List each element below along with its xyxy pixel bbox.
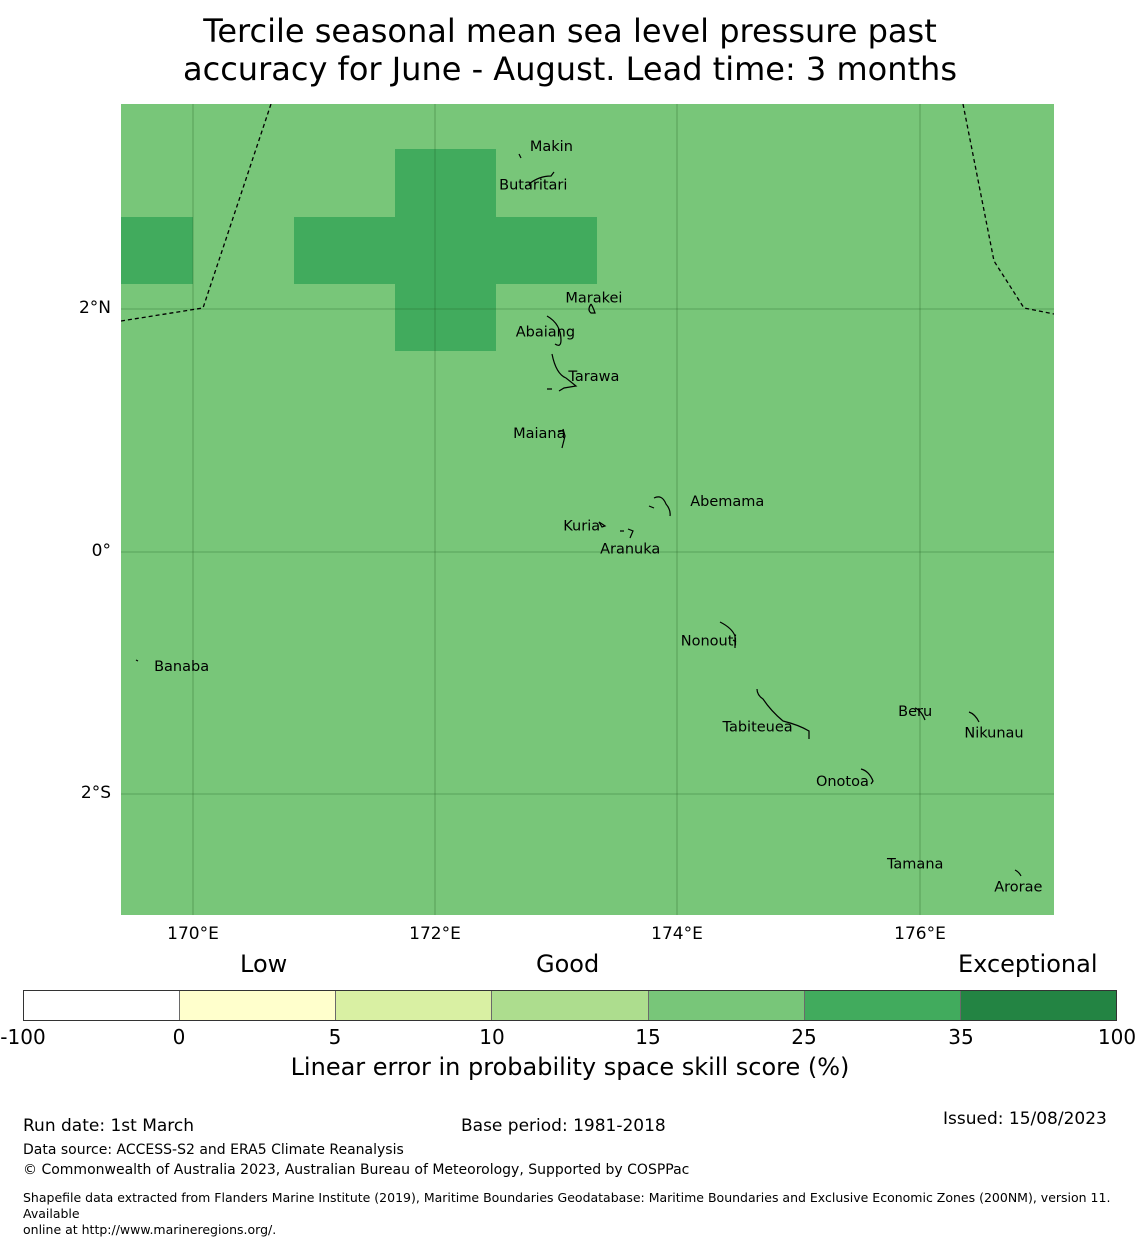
island-kuria-outline: [598, 521, 607, 528]
legend-category-exceptional: Exceptional: [958, 950, 1098, 978]
island-butaritari-outline: [528, 171, 555, 188]
copyright: © Commonwealth of Australia 2023, Austra…: [23, 1162, 690, 1178]
graticule: [121, 104, 1054, 915]
legend-category-good: Good: [536, 950, 600, 978]
island-marakei-outline: [588, 303, 596, 314]
island-tarawa-outline: [547, 353, 578, 392]
island-maiana-outline: [557, 428, 566, 449]
lon-label-176e: 176°E: [894, 924, 946, 944]
island-aranuka-outline: [620, 528, 634, 539]
shapefile-credit: Shapefile data extracted from Flanders M…: [23, 1190, 1133, 1238]
island-label-tarawa: Tarawa: [567, 369, 619, 385]
colorbar-segment: [492, 991, 649, 1020]
colorbar-segment: [648, 991, 805, 1020]
data-source: Data source: ACCESS-S2 and ERA5 Climate …: [23, 1142, 404, 1158]
colorbar-tick: -100: [0, 1025, 46, 1049]
island-banaba-outline: [135, 659, 139, 662]
lon-label-172e: 172°E: [409, 924, 461, 944]
island-label-maiana: Maiana: [513, 426, 565, 442]
map-title: Tercile seasonal mean sea level pressure…: [0, 12, 1140, 88]
shapefile-credit-line-1: Shapefile data extracted from Flanders M…: [23, 1190, 1111, 1221]
high-skill-cells: [121, 149, 597, 351]
skill-cell-25-35: [121, 217, 193, 284]
colorbar-segment: [24, 991, 181, 1020]
colorbar: [23, 990, 1117, 1021]
island-label-beru: Beru: [898, 704, 932, 720]
colorbar-segment: [336, 991, 493, 1020]
island-abaiang-outline: [546, 315, 562, 346]
island-label-tamana: Tamana: [886, 857, 943, 873]
island-tabiteuea-outline: [756, 688, 810, 739]
island-label-kuria: Kuria: [563, 518, 600, 534]
colorbar-tick: 100: [1097, 1025, 1137, 1049]
island-label-aranuka: Aranuka: [600, 541, 660, 557]
island-label-marakei: Marakei: [565, 290, 622, 306]
island-onotoa-outline: [860, 768, 874, 785]
colorbar-tick: 35: [948, 1025, 974, 1049]
island-label-abaiang: Abaiang: [516, 324, 575, 340]
island-label-nikunau: Nikunau: [964, 726, 1023, 742]
title-line-2: accuracy for June - August. Lead time: 3…: [183, 50, 957, 88]
title-line-1: Tercile seasonal mean sea level pressure…: [203, 12, 937, 50]
lat-label-0: 0°: [91, 541, 111, 561]
colorbar-segment: [960, 991, 1116, 1020]
colorbar-tick: 10: [479, 1025, 505, 1049]
island-label-abemama: Abemama: [690, 494, 764, 510]
colorbar-tick: 15: [635, 1025, 661, 1049]
island-nikunau-outline: [968, 711, 980, 723]
issued-date: Issued: 15/08/2023: [943, 1109, 1107, 1129]
colorbar-segment: [180, 991, 337, 1020]
lon-label-174e: 174°E: [651, 924, 703, 944]
island-label-tabiteuea: Tabiteuea: [722, 720, 793, 736]
colorbar-segment: [804, 991, 961, 1020]
colorbar-tick: 5: [328, 1025, 342, 1049]
skill-cell-25-35: [395, 149, 496, 351]
legend-category-low: Low: [240, 950, 288, 978]
lat-label-2s: 2°S: [80, 783, 111, 803]
island-label-arorae: Arorae: [994, 880, 1042, 896]
island-labels: Makin Butaritari Marakei Abaiang Tarawa Maian…: [154, 139, 1042, 896]
island-outlines: [135, 153, 1022, 877]
base-period: Base period: 1981-2018: [461, 1116, 666, 1136]
colorbar-tick: 0: [172, 1025, 186, 1049]
colorbar-tick: 25: [791, 1025, 817, 1049]
island-label-nonouti: Nonouti: [681, 634, 738, 650]
run-date: Run date: 1st March: [23, 1116, 195, 1136]
island-makin-outline: [518, 153, 522, 159]
island-nonouti-outline: [719, 621, 737, 648]
lat-label-2n: 2°N: [78, 298, 111, 318]
island-beru-outline: [914, 707, 926, 721]
island-label-makin: Makin: [530, 139, 573, 155]
island-label-onotoa: Onotoa: [816, 774, 869, 790]
shapefile-credit-line-2: online at http://www.marineregions.org/.: [23, 1222, 277, 1237]
island-arorae-outline: [1014, 869, 1022, 877]
colorbar-title: Linear error in probability space skill …: [290, 1053, 850, 1081]
eez-boundary-east: [962, 104, 1054, 315]
island-label-butaritari: Butaritari: [499, 178, 567, 194]
lon-label-170e: 170°E: [167, 924, 219, 944]
eez-boundaries: [121, 104, 1054, 322]
island-abemama-outline: [648, 496, 671, 517]
eez-boundary-west: [121, 104, 272, 322]
island-label-banaba: Banaba: [154, 659, 209, 675]
skill-map: Makin Butaritari Marakei Abaiang Tarawa Maian…: [121, 104, 1054, 915]
